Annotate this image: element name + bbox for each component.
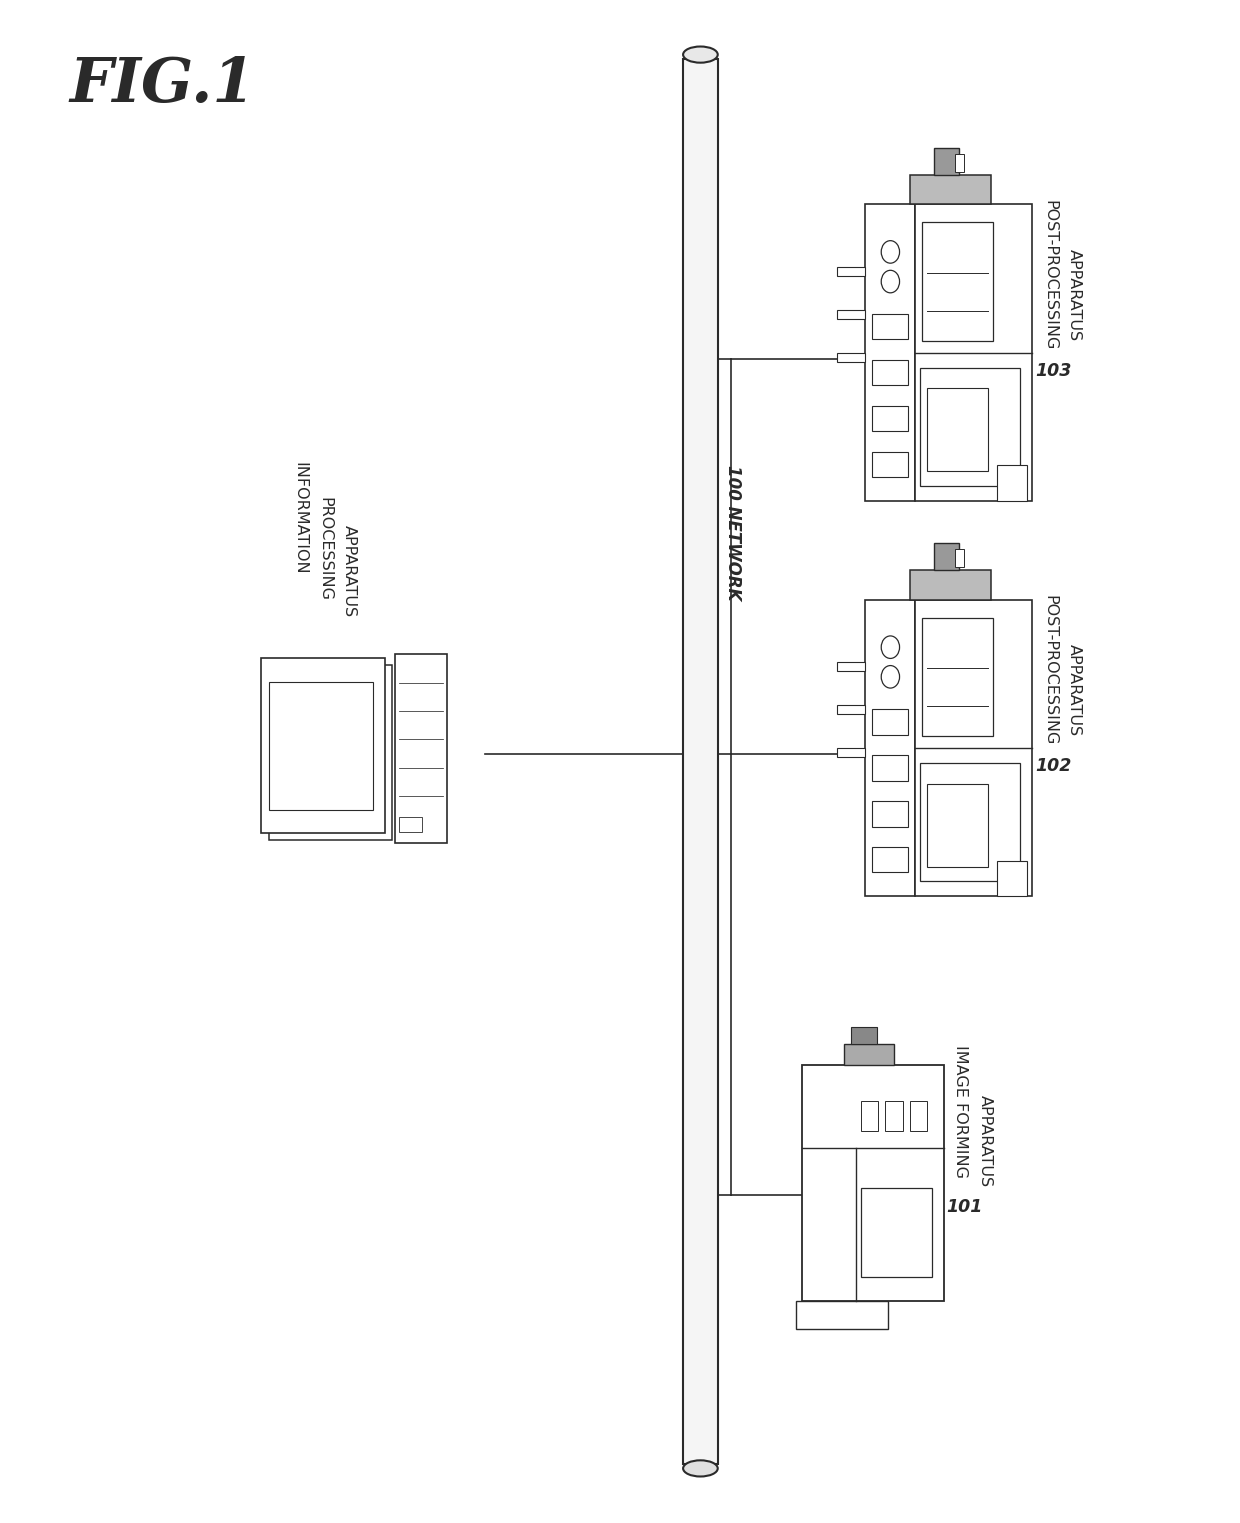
- FancyBboxPatch shape: [837, 748, 866, 757]
- FancyBboxPatch shape: [862, 1101, 878, 1132]
- FancyBboxPatch shape: [862, 1188, 932, 1278]
- FancyBboxPatch shape: [928, 388, 988, 471]
- Text: 104: 104: [353, 737, 391, 755]
- FancyBboxPatch shape: [873, 359, 909, 385]
- FancyBboxPatch shape: [399, 816, 423, 832]
- FancyBboxPatch shape: [934, 148, 959, 175]
- FancyBboxPatch shape: [801, 1065, 944, 1301]
- Text: APPARATUS: APPARATUS: [1066, 248, 1081, 341]
- FancyBboxPatch shape: [873, 847, 909, 873]
- FancyBboxPatch shape: [837, 663, 866, 672]
- Text: PROCESSING: PROCESSING: [317, 496, 332, 600]
- Text: APPARATUS: APPARATUS: [977, 1095, 992, 1188]
- FancyBboxPatch shape: [920, 763, 1019, 882]
- FancyBboxPatch shape: [873, 407, 909, 431]
- Text: POST-PROCESSING: POST-PROCESSING: [1042, 200, 1056, 350]
- FancyBboxPatch shape: [923, 222, 992, 341]
- Circle shape: [882, 270, 899, 292]
- Text: 100 NETWORK: 100 NETWORK: [724, 465, 742, 600]
- FancyBboxPatch shape: [910, 1101, 926, 1132]
- FancyBboxPatch shape: [928, 783, 988, 867]
- FancyBboxPatch shape: [934, 544, 959, 570]
- Text: IMAGE FORMING: IMAGE FORMING: [952, 1045, 967, 1177]
- Text: APPARATUS: APPARATUS: [1066, 644, 1081, 736]
- Circle shape: [882, 241, 899, 263]
- FancyBboxPatch shape: [269, 682, 372, 810]
- Polygon shape: [683, 59, 718, 1464]
- FancyBboxPatch shape: [796, 1301, 888, 1330]
- Text: FIG.1: FIG.1: [69, 55, 255, 114]
- FancyBboxPatch shape: [920, 367, 1019, 486]
- Text: APPARATUS: APPARATUS: [342, 525, 357, 617]
- Circle shape: [882, 637, 899, 658]
- FancyBboxPatch shape: [852, 1028, 877, 1043]
- Ellipse shape: [683, 1461, 718, 1476]
- FancyBboxPatch shape: [866, 204, 915, 501]
- FancyBboxPatch shape: [873, 755, 909, 781]
- FancyBboxPatch shape: [394, 655, 446, 844]
- FancyBboxPatch shape: [269, 664, 392, 839]
- FancyBboxPatch shape: [277, 690, 379, 816]
- FancyBboxPatch shape: [866, 600, 915, 896]
- FancyBboxPatch shape: [955, 154, 965, 172]
- FancyBboxPatch shape: [262, 658, 384, 833]
- Text: 101: 101: [946, 1199, 983, 1215]
- FancyBboxPatch shape: [837, 705, 866, 714]
- FancyBboxPatch shape: [955, 550, 965, 567]
- FancyBboxPatch shape: [915, 600, 1033, 896]
- Text: 102: 102: [1035, 757, 1073, 775]
- FancyBboxPatch shape: [837, 267, 866, 276]
- Text: POST-PROCESSING: POST-PROCESSING: [1042, 595, 1056, 745]
- FancyBboxPatch shape: [837, 309, 866, 318]
- FancyBboxPatch shape: [873, 710, 909, 734]
- FancyBboxPatch shape: [910, 175, 992, 204]
- FancyBboxPatch shape: [873, 452, 909, 477]
- FancyBboxPatch shape: [910, 570, 992, 600]
- Text: 103: 103: [1035, 362, 1073, 379]
- FancyBboxPatch shape: [844, 1043, 894, 1065]
- FancyBboxPatch shape: [873, 314, 909, 340]
- FancyBboxPatch shape: [915, 204, 1033, 501]
- Circle shape: [882, 666, 899, 688]
- FancyBboxPatch shape: [885, 1101, 903, 1132]
- Text: INFORMATION: INFORMATION: [293, 461, 308, 574]
- FancyBboxPatch shape: [873, 801, 909, 827]
- FancyBboxPatch shape: [997, 860, 1027, 896]
- FancyBboxPatch shape: [997, 466, 1027, 501]
- FancyBboxPatch shape: [923, 617, 992, 736]
- FancyBboxPatch shape: [837, 353, 866, 361]
- Ellipse shape: [683, 47, 718, 62]
